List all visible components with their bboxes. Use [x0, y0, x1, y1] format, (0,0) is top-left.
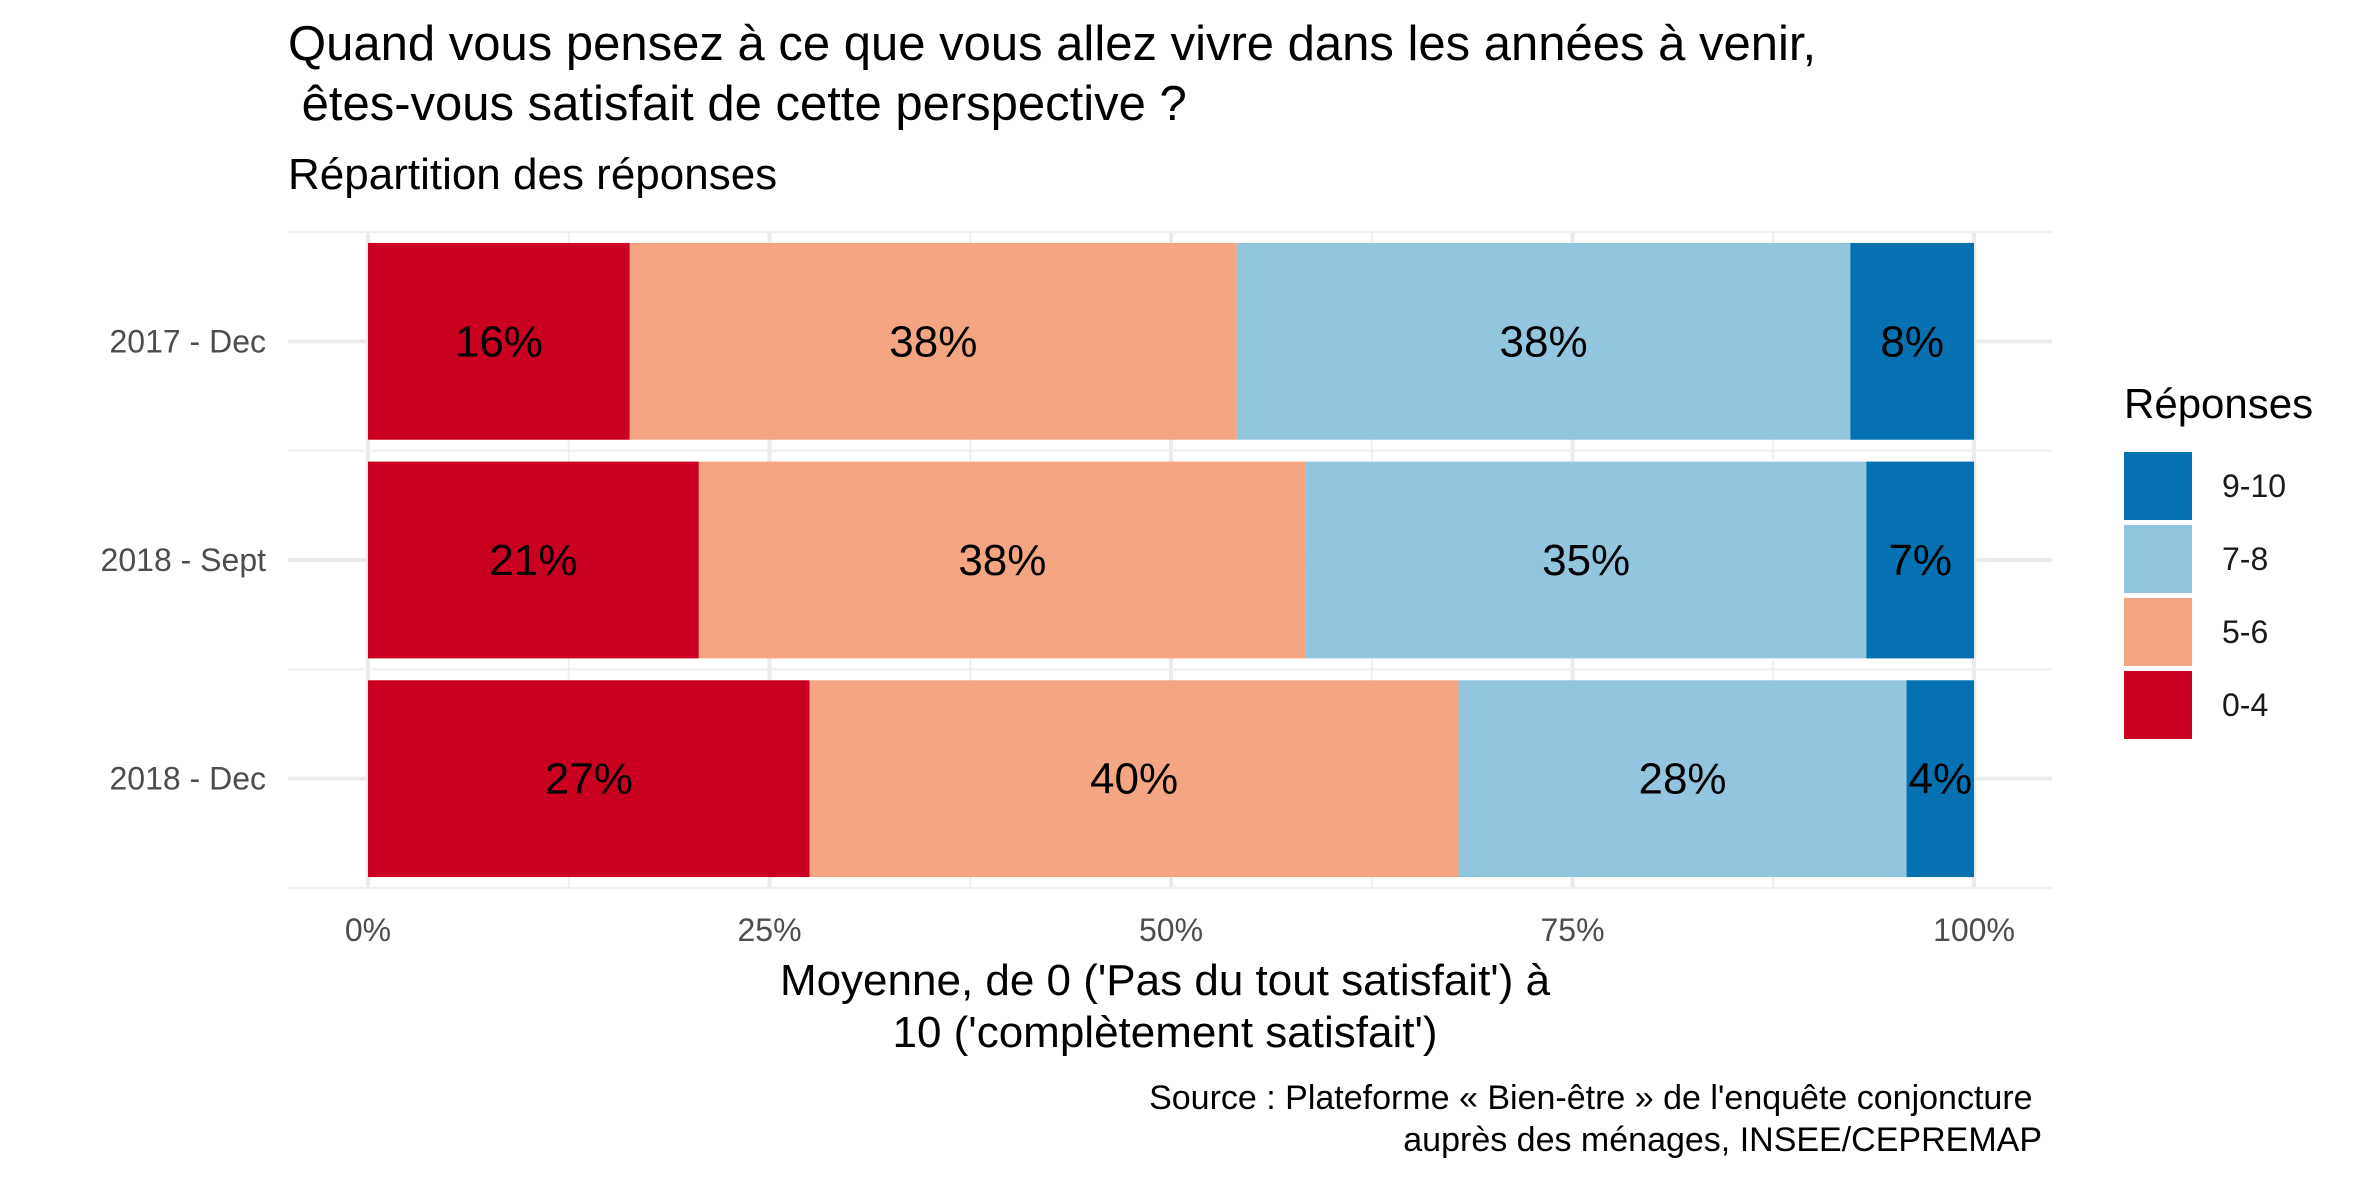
data-label: 7%	[1888, 536, 1952, 585]
data-label: 4%	[1908, 755, 1972, 804]
legend-item: 7-8	[2124, 525, 2268, 593]
legend-item: 0-4	[2124, 671, 2268, 739]
bar-segment-5-6	[809, 680, 1459, 878]
y-axis: 2017 - Dec 2018 - Sept 2018 - Dec	[101, 323, 267, 796]
bar-segment-7-8	[1236, 242, 1851, 440]
bar-segment-0-4	[368, 242, 630, 440]
x-tick-label: 25%	[737, 912, 801, 948]
x-tick-label: 50%	[1139, 912, 1203, 948]
x-tick-label: 100%	[1933, 912, 2015, 948]
bars	[368, 242, 1974, 878]
legend-label: 9-10	[2222, 467, 2287, 504]
data-label: 38%	[889, 317, 977, 366]
data-label: 38%	[958, 536, 1046, 585]
x-tick-label: 0%	[345, 912, 391, 948]
legend-title: Réponses	[2124, 380, 2314, 427]
source-caption: Source : Plateforme « Bien-être » de l'e…	[1149, 1079, 2042, 1159]
legend-label: 5-6	[2222, 613, 2269, 650]
legend-swatch	[2124, 598, 2192, 666]
bar-segment-9-10	[1850, 242, 1974, 440]
x-tick-label: 75%	[1540, 912, 1604, 948]
data-label: 38%	[1500, 317, 1588, 366]
bar-segment-5-6	[698, 461, 1306, 659]
legend-label: 7-8	[2222, 540, 2269, 577]
y-tick-label: 2018 - Sept	[101, 542, 267, 578]
data-label: 40%	[1090, 755, 1178, 804]
data-label: 21%	[489, 536, 577, 585]
data-label: 8%	[1880, 317, 1944, 366]
y-tick-label: 2018 - Dec	[109, 761, 266, 797]
legend-swatch	[2124, 671, 2192, 739]
bar-segment-0-4	[368, 461, 699, 659]
bar-segment-9-10	[1866, 461, 1974, 659]
data-label: 27%	[545, 755, 633, 804]
bar-segment-7-8	[1458, 680, 1907, 878]
chart-title: Quand vous pensez à ce que vous allez vi…	[288, 17, 1817, 131]
bar-labels: 16% 38% 38% 8% 21% 38% 35% 7% 27% 40% 28% 4%	[455, 317, 1972, 803]
legend-swatch	[2124, 452, 2192, 520]
bar-segment-7-8	[1305, 461, 1867, 659]
bar-segment-0-4	[368, 680, 810, 878]
y-tick-label: 2017 - Dec	[109, 323, 266, 359]
bar-segment-9-10	[1906, 680, 1974, 878]
data-label: 28%	[1638, 755, 1726, 804]
legend-swatch	[2124, 525, 2192, 593]
legend-item: 5-6	[2124, 598, 2268, 666]
legend-label: 0-4	[2222, 686, 2269, 723]
x-axis: 0% 25% 50% 75% 100%	[345, 912, 2015, 948]
data-label: 16%	[455, 317, 543, 366]
bar-segment-5-6	[629, 242, 1237, 440]
chart-subtitle: Répartition des réponses	[288, 150, 778, 199]
data-label: 35%	[1542, 536, 1630, 585]
x-axis-title: Moyenne, de 0 ('Pas du tout satisfait') …	[779, 956, 1551, 1057]
legend-item: 9-10	[2124, 452, 2286, 520]
